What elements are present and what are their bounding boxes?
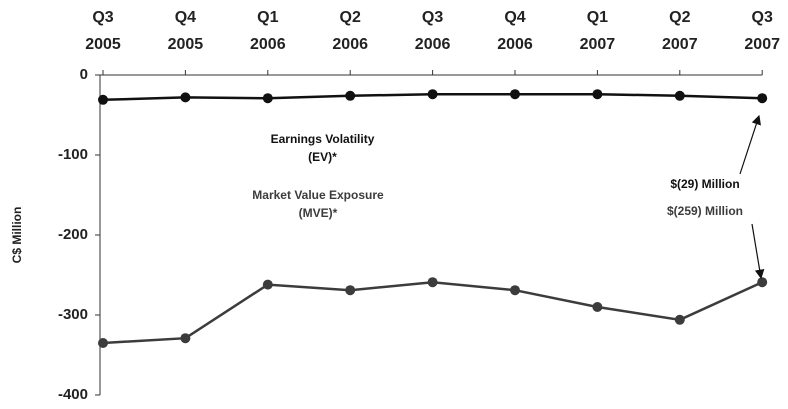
x-tick-label: Q2 2006 (332, 9, 368, 53)
data-point (510, 285, 520, 296)
data-point (674, 90, 685, 101)
x-tick-label: Q3 2005 (85, 9, 121, 53)
x-tick-label: Q1 2006 (250, 9, 286, 53)
data-point (345, 285, 356, 296)
y-tick-label: -400 (58, 386, 88, 403)
series-line (102, 280, 763, 345)
data-point (262, 279, 273, 290)
annotation: $(259) Million (666, 204, 743, 218)
x-tick-label: Q4 2005 (167, 9, 204, 53)
data-point (757, 93, 768, 104)
data-point (757, 277, 768, 288)
data-point (345, 90, 356, 101)
y-tick-label: -300 (58, 306, 88, 323)
annotation-arrow (739, 114, 761, 175)
x-tick-label: Q4 2006 (497, 9, 533, 53)
data-point (592, 89, 603, 100)
series-label: Market Value Exposure (MVE)* (252, 188, 384, 220)
data-point (427, 89, 438, 100)
data-point (262, 93, 273, 104)
y-axis-label: C$ Million (10, 207, 24, 264)
data-point (592, 302, 603, 312)
series-label: Earnings Volatility (EV)* (270, 132, 375, 164)
x-tick-label: Q3 2006 (414, 9, 451, 53)
annotation-arrow (751, 223, 765, 280)
data-point (98, 338, 108, 348)
x-tick-label: Q1 2007 (579, 9, 616, 53)
y-tick-label: 0 (80, 66, 88, 83)
data-point (510, 89, 520, 100)
x-tick-label: Q2 2007 (662, 9, 698, 53)
y-tick-label: -200 (58, 226, 88, 243)
data-point (98, 94, 108, 105)
annotation: $(29) Million (670, 177, 740, 191)
x-tick-label: Q3 2007 (744, 9, 780, 53)
y-tick-label: -100 (58, 146, 88, 163)
data-point (427, 277, 438, 288)
data-point (180, 92, 191, 103)
data-point (674, 314, 685, 325)
data-point (180, 333, 191, 344)
